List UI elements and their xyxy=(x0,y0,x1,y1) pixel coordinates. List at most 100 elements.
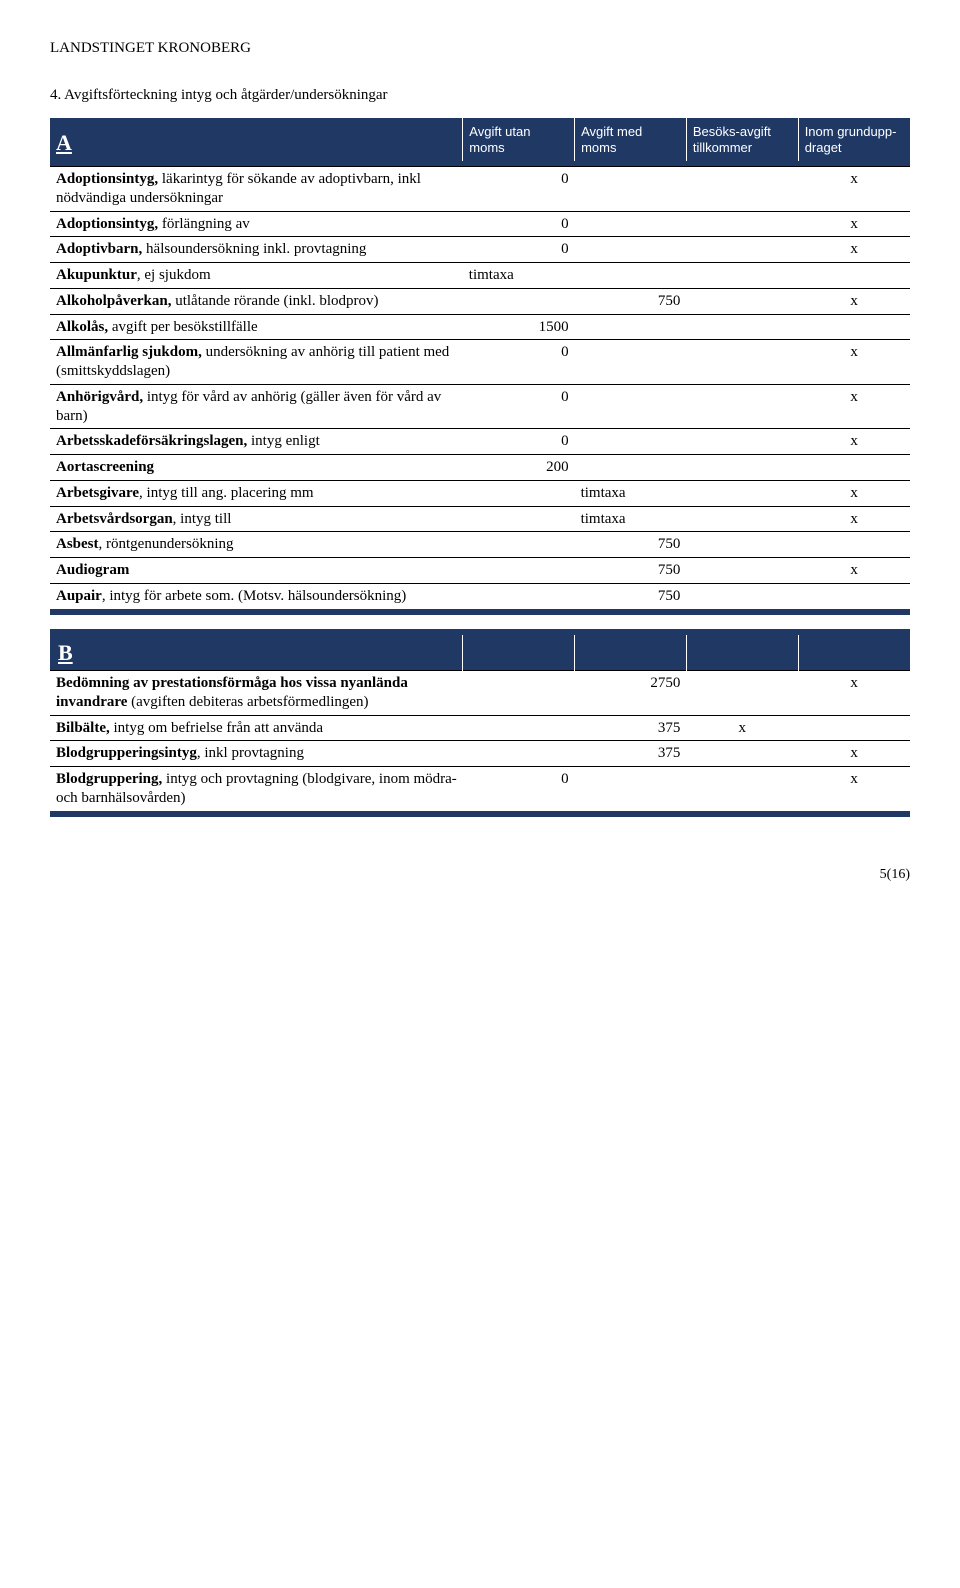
row-value: 0 xyxy=(463,429,575,455)
row-description: Arbetsvårdsorgan, intyg till xyxy=(50,506,463,532)
row-value xyxy=(798,263,910,289)
row-value xyxy=(686,583,798,608)
row-value: x xyxy=(798,237,910,263)
row-description: Allmänfarlig sjukdom, undersökning av an… xyxy=(50,340,463,385)
fees-table-a: A Avgift utan moms Avgift med moms Besök… xyxy=(50,118,910,615)
row-description: Asbest, röntgenundersökning xyxy=(50,532,463,558)
row-value xyxy=(686,167,798,212)
row-description: Adoptivbarn, hälsoundersökning inkl. pro… xyxy=(50,237,463,263)
row-value xyxy=(798,583,910,608)
row-value: x xyxy=(798,340,910,385)
header-blank xyxy=(686,635,798,671)
section-letter-a: A xyxy=(50,118,463,161)
row-description: Adoptionsintyg, förlängning av xyxy=(50,211,463,237)
table-row: Bilbälte, intyg om befrielse från att an… xyxy=(50,715,910,741)
row-value: 0 xyxy=(463,237,575,263)
table-row: Arbetsgivare, intyg till ang. placering … xyxy=(50,480,910,506)
table-row: Adoptionsintyg, läkarintyg för sökande a… xyxy=(50,167,910,212)
row-value xyxy=(686,211,798,237)
row-description: Anhörigvård, intyg för vård av anhörig (… xyxy=(50,384,463,429)
row-value xyxy=(686,429,798,455)
row-value xyxy=(463,583,575,608)
row-value: 0 xyxy=(463,167,575,212)
row-value xyxy=(686,532,798,558)
row-value xyxy=(463,558,575,584)
row-value xyxy=(575,455,687,481)
table-row: Alkolås, avgift per besökstillfälle1500 xyxy=(50,314,910,340)
row-description: Bedömning av prestationsförmåga hos viss… xyxy=(50,671,463,716)
fees-table-b: BBedömning av prestationsförmåga hos vis… xyxy=(50,629,910,817)
section-letter-b: B xyxy=(50,635,463,671)
row-value xyxy=(575,237,687,263)
row-value xyxy=(463,480,575,506)
table-row: Blodgrupperingsintyg, inkl provtagning37… xyxy=(50,741,910,767)
row-value xyxy=(686,340,798,385)
table-row: Adoptivbarn, hälsoundersökning inkl. pro… xyxy=(50,237,910,263)
col-avgift-utan-moms: Avgift utan moms xyxy=(463,118,575,161)
row-value xyxy=(575,384,687,429)
row-value: 750 xyxy=(575,532,687,558)
row-value: timtaxa xyxy=(575,506,687,532)
row-value xyxy=(686,506,798,532)
col-besoksavgift: Besöks-avgift tillkommer xyxy=(686,118,798,161)
row-value: 750 xyxy=(575,558,687,584)
row-value xyxy=(575,211,687,237)
row-value xyxy=(686,237,798,263)
row-value: x xyxy=(798,288,910,314)
row-value: 1500 xyxy=(463,314,575,340)
row-description: Blodgrupperingsintyg, inkl provtagning xyxy=(50,741,463,767)
row-value xyxy=(463,506,575,532)
row-value: 750 xyxy=(575,583,687,608)
row-value xyxy=(686,384,798,429)
table-row: Aupair, intyg för arbete som. (Motsv. hä… xyxy=(50,583,910,608)
row-value: 0 xyxy=(463,384,575,429)
table-row: Bedömning av prestationsförmåga hos viss… xyxy=(50,671,910,716)
row-description: Alkoholpåverkan, utlåtande rörande (inkl… xyxy=(50,288,463,314)
row-value: x xyxy=(798,558,910,584)
row-value xyxy=(463,288,575,314)
header-blank xyxy=(575,635,687,671)
row-value xyxy=(575,314,687,340)
row-description: Bilbälte, intyg om befrielse från att an… xyxy=(50,715,463,741)
row-value xyxy=(798,314,910,340)
table-row: Asbest, röntgenundersökning 750 xyxy=(50,532,910,558)
row-value: 2750 xyxy=(575,671,687,716)
row-value xyxy=(686,455,798,481)
row-value: timtaxa xyxy=(463,263,575,289)
row-value xyxy=(463,532,575,558)
table-row: Alkoholpåverkan, utlåtande rörande (inkl… xyxy=(50,288,910,314)
row-value: x xyxy=(798,671,910,716)
col-inom-grundupp: Inom grundupp-draget xyxy=(798,118,910,161)
table-row: Audiogram750x xyxy=(50,558,910,584)
table-row: Aortascreening200 xyxy=(50,455,910,481)
row-value: x xyxy=(798,767,910,811)
row-value xyxy=(575,429,687,455)
row-value: x xyxy=(798,384,910,429)
row-description: Arbetsskadeförsäkringslagen, intyg enlig… xyxy=(50,429,463,455)
table-row: Adoptionsintyg, förlängning av0x xyxy=(50,211,910,237)
row-value xyxy=(798,715,910,741)
row-description: Blodgruppering, intyg och provtagning (b… xyxy=(50,767,463,811)
row-value xyxy=(686,314,798,340)
row-value: 200 xyxy=(463,455,575,481)
row-value: 0 xyxy=(463,211,575,237)
row-value xyxy=(798,455,910,481)
row-value: 750 xyxy=(575,288,687,314)
row-value xyxy=(575,263,687,289)
header-blank xyxy=(463,635,575,671)
table-row: Allmänfarlig sjukdom, undersökning av an… xyxy=(50,340,910,385)
row-value xyxy=(575,340,687,385)
section-title: 4. Avgiftsförteckning intyg och åtgärder… xyxy=(50,87,910,104)
page-header: LANDSTINGET KRONOBERG xyxy=(50,40,910,57)
table-row: Anhörigvård, intyg för vård av anhörig (… xyxy=(50,384,910,429)
table-row: Blodgruppering, intyg och provtagning (b… xyxy=(50,767,910,811)
row-value: timtaxa xyxy=(575,480,687,506)
row-value xyxy=(686,671,798,716)
row-value xyxy=(686,767,798,811)
row-description: Adoptionsintyg, läkarintyg för sökande a… xyxy=(50,167,463,212)
row-value: x xyxy=(798,741,910,767)
row-value xyxy=(463,671,575,716)
row-description: Akupunktur, ej sjukdom xyxy=(50,263,463,289)
row-value: 0 xyxy=(463,767,575,811)
row-value: x xyxy=(686,715,798,741)
